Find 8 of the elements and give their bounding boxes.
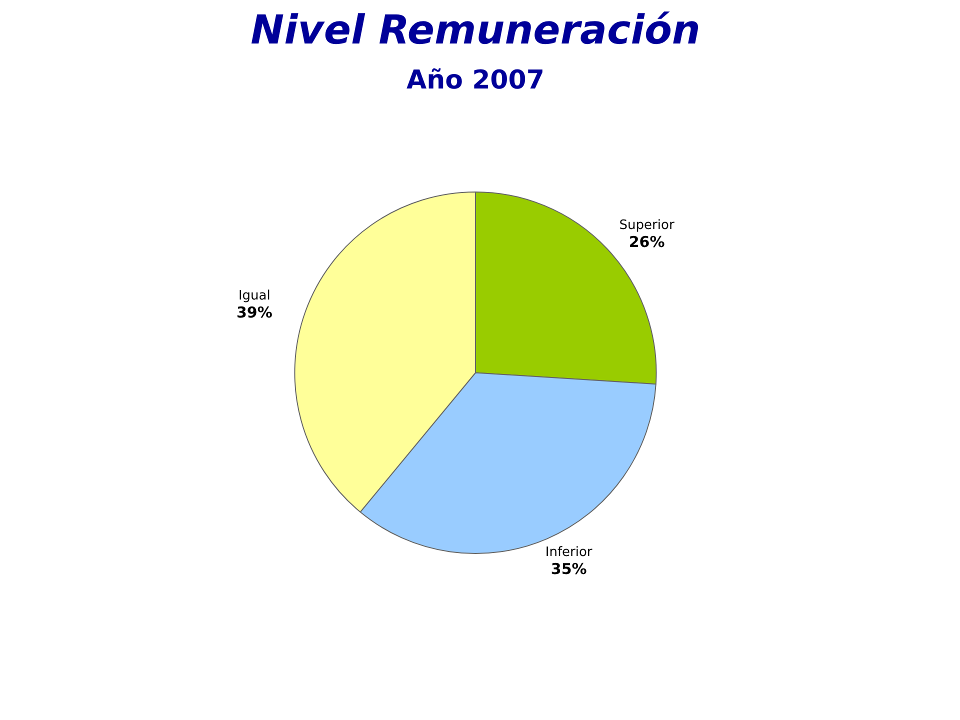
slice-label: Igual: [238, 288, 270, 304]
data-label: 26%: [628, 232, 665, 251]
data-label: 35%: [550, 560, 587, 578]
data-label: 39%: [236, 304, 272, 322]
slice-label: Inferior: [545, 545, 593, 560]
chart-subtitle: Año 2007: [406, 66, 544, 96]
chart-title: Nivel Remuneración: [250, 8, 700, 54]
slice-label: Superior: [619, 218, 675, 233]
